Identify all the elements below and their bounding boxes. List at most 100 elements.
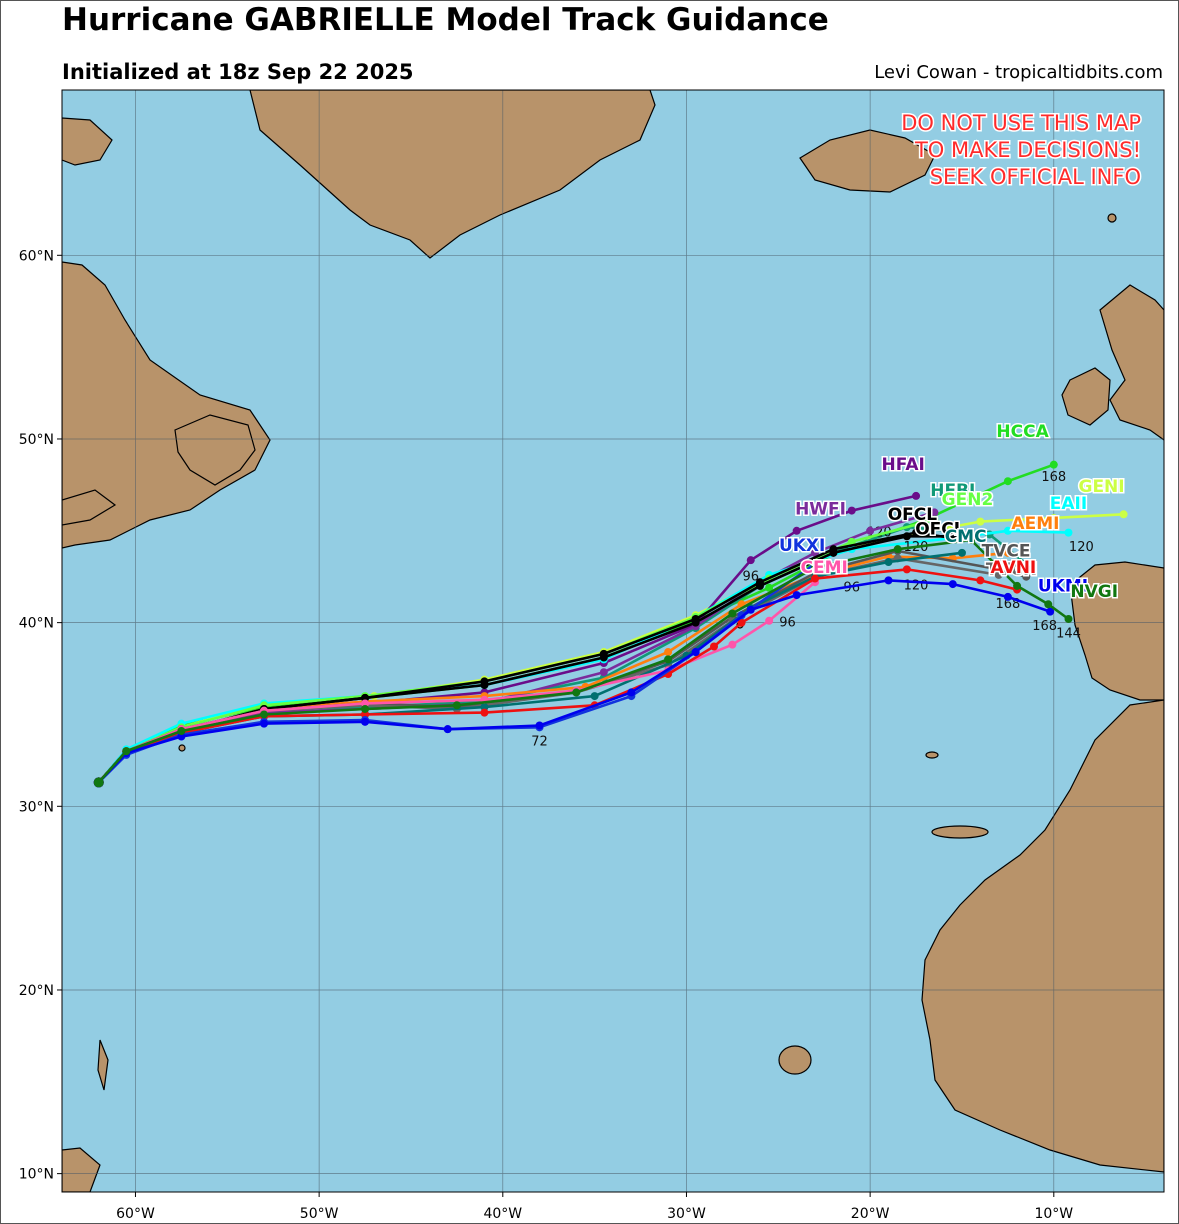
- forecast-point: [792, 591, 801, 600]
- cape-verde-islands: [778, 1045, 812, 1075]
- forecast-point: [1003, 477, 1012, 486]
- forecast-point: [976, 576, 985, 585]
- forecast-point: [967, 535, 976, 544]
- lat-tick-label: 10°N: [19, 1167, 54, 1183]
- forecast-point: [811, 574, 820, 583]
- forecast-point: [572, 688, 581, 697]
- forecast-point: [361, 717, 370, 726]
- forecast-point: [912, 491, 921, 500]
- forecast-point: [1046, 607, 1055, 616]
- warning-line: SEEK OFFICIAL INFO: [930, 165, 1141, 189]
- forecast-point: [811, 548, 820, 557]
- forecast-point: [691, 614, 700, 623]
- forecast-hour-label: 168: [995, 597, 1020, 612]
- lat-tick-label: 40°N: [19, 616, 54, 632]
- caribbean-islands: [62, 1039, 109, 1192]
- credit-text: Levi Cowan - tropicaltidbits.com: [874, 62, 1163, 83]
- model-name-label: NVGI: [1070, 582, 1118, 602]
- forecast-point: [177, 726, 186, 735]
- model-name-label: GENI: [1078, 477, 1124, 497]
- model-name-label: TVCN: [986, 560, 1037, 580]
- forecast-point: [1003, 592, 1012, 601]
- forecast-point: [948, 534, 957, 543]
- forecast-point: [847, 506, 856, 515]
- model-name-label: CMC: [945, 527, 987, 547]
- forecast-point: [1044, 600, 1053, 609]
- forecast-point: [746, 556, 755, 565]
- forecast-point: [361, 693, 370, 702]
- forecast-point: [728, 640, 737, 649]
- forecast-point: [361, 704, 370, 713]
- forecast-point: [994, 570, 1003, 579]
- forecast-point: [737, 618, 746, 627]
- forecast-point: [866, 526, 875, 535]
- landmasses: [62, 90, 1164, 1192]
- canary-islands: [931, 825, 989, 839]
- forecast-hour-label: 96: [843, 580, 860, 595]
- official-info-warning: DO NOT USE THIS MAP TO MAKE DECISIONS! SEE…: [900, 110, 1143, 191]
- forecast-point: [728, 609, 737, 618]
- forecast-point: [1003, 548, 1012, 557]
- britain-land: [1099, 284, 1164, 441]
- forecast-point: [260, 710, 269, 719]
- madeira-island: [925, 751, 939, 759]
- forecast-point: [948, 580, 957, 589]
- forecast-hour-label: 72: [531, 735, 548, 750]
- page-title: Hurricane GABRIELLE Model Track Guidance: [62, 2, 829, 38]
- forecast-point: [829, 545, 838, 554]
- forecast-point: [1003, 526, 1012, 535]
- newfoundland-land: [174, 414, 256, 486]
- forecast-point: [792, 526, 801, 535]
- lon-tick-label: 30°W: [667, 1206, 706, 1222]
- model-name-label: EAII: [1050, 494, 1087, 514]
- track-ukmi: 168: [93, 576, 1057, 788]
- forecast-point: [599, 668, 608, 677]
- model-name-label: CEMI: [801, 558, 848, 578]
- init-time: Initialized at 18z Sep 22 2025: [62, 60, 414, 84]
- forecast-point: [480, 677, 489, 686]
- model-name-label: AVNI: [991, 558, 1037, 578]
- model-name-label: UKXI: [779, 536, 825, 556]
- forecast-hour-label: 96: [742, 569, 759, 584]
- lon-tick-label: 60°W: [116, 1206, 155, 1222]
- nova-scotia-land: [62, 489, 117, 526]
- lon-tick-label: 20°W: [851, 1206, 890, 1222]
- forecast-point: [664, 655, 673, 664]
- model-name-label: HWFI: [795, 499, 846, 519]
- track-nvgi: 144: [93, 535, 1081, 788]
- model-name-label: HFAI: [882, 455, 925, 475]
- forecast-point: [884, 558, 893, 567]
- forecast-point: [664, 648, 673, 657]
- forecast-point: [930, 515, 939, 524]
- model-name-label: AEMI: [1011, 514, 1059, 534]
- model-name-label: HFBI: [930, 481, 975, 501]
- forecast-point: [893, 545, 902, 554]
- model-name-label: GEN2: [942, 490, 994, 510]
- model-name-label: HCCA: [996, 422, 1049, 442]
- forecast-point: [1022, 572, 1031, 581]
- forecast-point: [177, 732, 186, 741]
- forecast-hour-label: 144: [1056, 626, 1081, 641]
- forecast-point: [480, 703, 489, 712]
- model-name-label: TVCE: [982, 542, 1031, 562]
- forecast-point: [480, 708, 489, 717]
- forecast-point: [710, 642, 719, 651]
- forecast-point: [884, 576, 893, 585]
- forecast-hour-label: 96: [779, 615, 796, 630]
- forecast-point: [260, 719, 269, 728]
- forecast-point: [443, 725, 452, 734]
- iberia-land: [1069, 561, 1164, 701]
- forecast-point: [122, 747, 131, 756]
- forecast-point: [957, 548, 966, 557]
- forecast-point: [1049, 460, 1058, 469]
- lat-tick-label: 20°N: [19, 983, 54, 999]
- forecast-point: [93, 777, 104, 788]
- forecast-point: [1049, 513, 1058, 522]
- lat-tick-label: 30°N: [19, 799, 54, 815]
- forecast-point: [755, 578, 764, 587]
- forecast-hour-label: 168: [1041, 470, 1066, 485]
- forecast-point: [361, 710, 370, 719]
- iceland-land: [799, 129, 936, 193]
- forecast-point: [590, 692, 599, 701]
- forecast-hour-label: 168: [1032, 619, 1057, 634]
